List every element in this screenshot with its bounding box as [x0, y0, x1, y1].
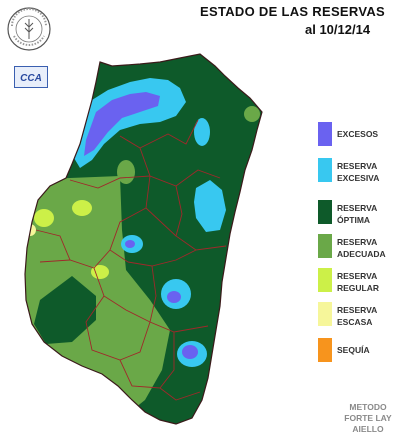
method-line-1: METODO [349, 402, 387, 412]
legend-label: RESERVA REGULAR [337, 271, 380, 293]
zone-excesos-c1 [125, 240, 135, 248]
zone-excesos-s [182, 345, 198, 359]
zone-excesos-north [84, 92, 160, 156]
map-title: ESTADO DE LAS RESERVAS [200, 4, 386, 19]
svg-text:CCA: CCA [20, 73, 42, 84]
legend-swatch [318, 338, 332, 362]
zone-excesiva-e1 [194, 118, 210, 146]
legend-swatch [318, 158, 332, 182]
zone-optima-sw [34, 276, 96, 344]
method-line-2: FORTE LAY [344, 413, 392, 423]
cca-logo: CCA [14, 66, 48, 88]
legend-label: EXCESOS [337, 129, 379, 139]
bolsa-cereales-seal-logo [7, 7, 51, 51]
legend-label: RESERVA ADECUADA [337, 237, 386, 259]
department-borders [35, 119, 227, 401]
legend-swatch [318, 302, 332, 326]
method-credit: METODO FORTE LAY AIELLO [328, 402, 408, 435]
zone-regular-3 [91, 265, 109, 279]
method-line-3: AIELLO [352, 424, 384, 434]
legend-label: RESERVA ÓPTIMA [337, 203, 378, 225]
legend-swatch [318, 122, 332, 146]
legend-label: RESERVA ESCASA [337, 305, 378, 327]
province-outline [24, 53, 263, 425]
zone-adecuada-ne [244, 106, 260, 122]
zone-adecuada-north [117, 160, 135, 184]
zone-excesos-c2 [167, 291, 181, 303]
legend-swatch [318, 200, 332, 224]
zone-excesiva-e2 [194, 180, 226, 232]
legend-label: SEQUÍA [337, 345, 370, 355]
zone-regular-1 [72, 200, 92, 216]
legend-swatch [318, 268, 332, 292]
legend-swatch [318, 234, 332, 258]
legend-label: RESERVA EXCESIVA [337, 161, 380, 183]
zone-regular-2 [34, 209, 54, 227]
map-date: al 10/12/14 [305, 22, 371, 37]
